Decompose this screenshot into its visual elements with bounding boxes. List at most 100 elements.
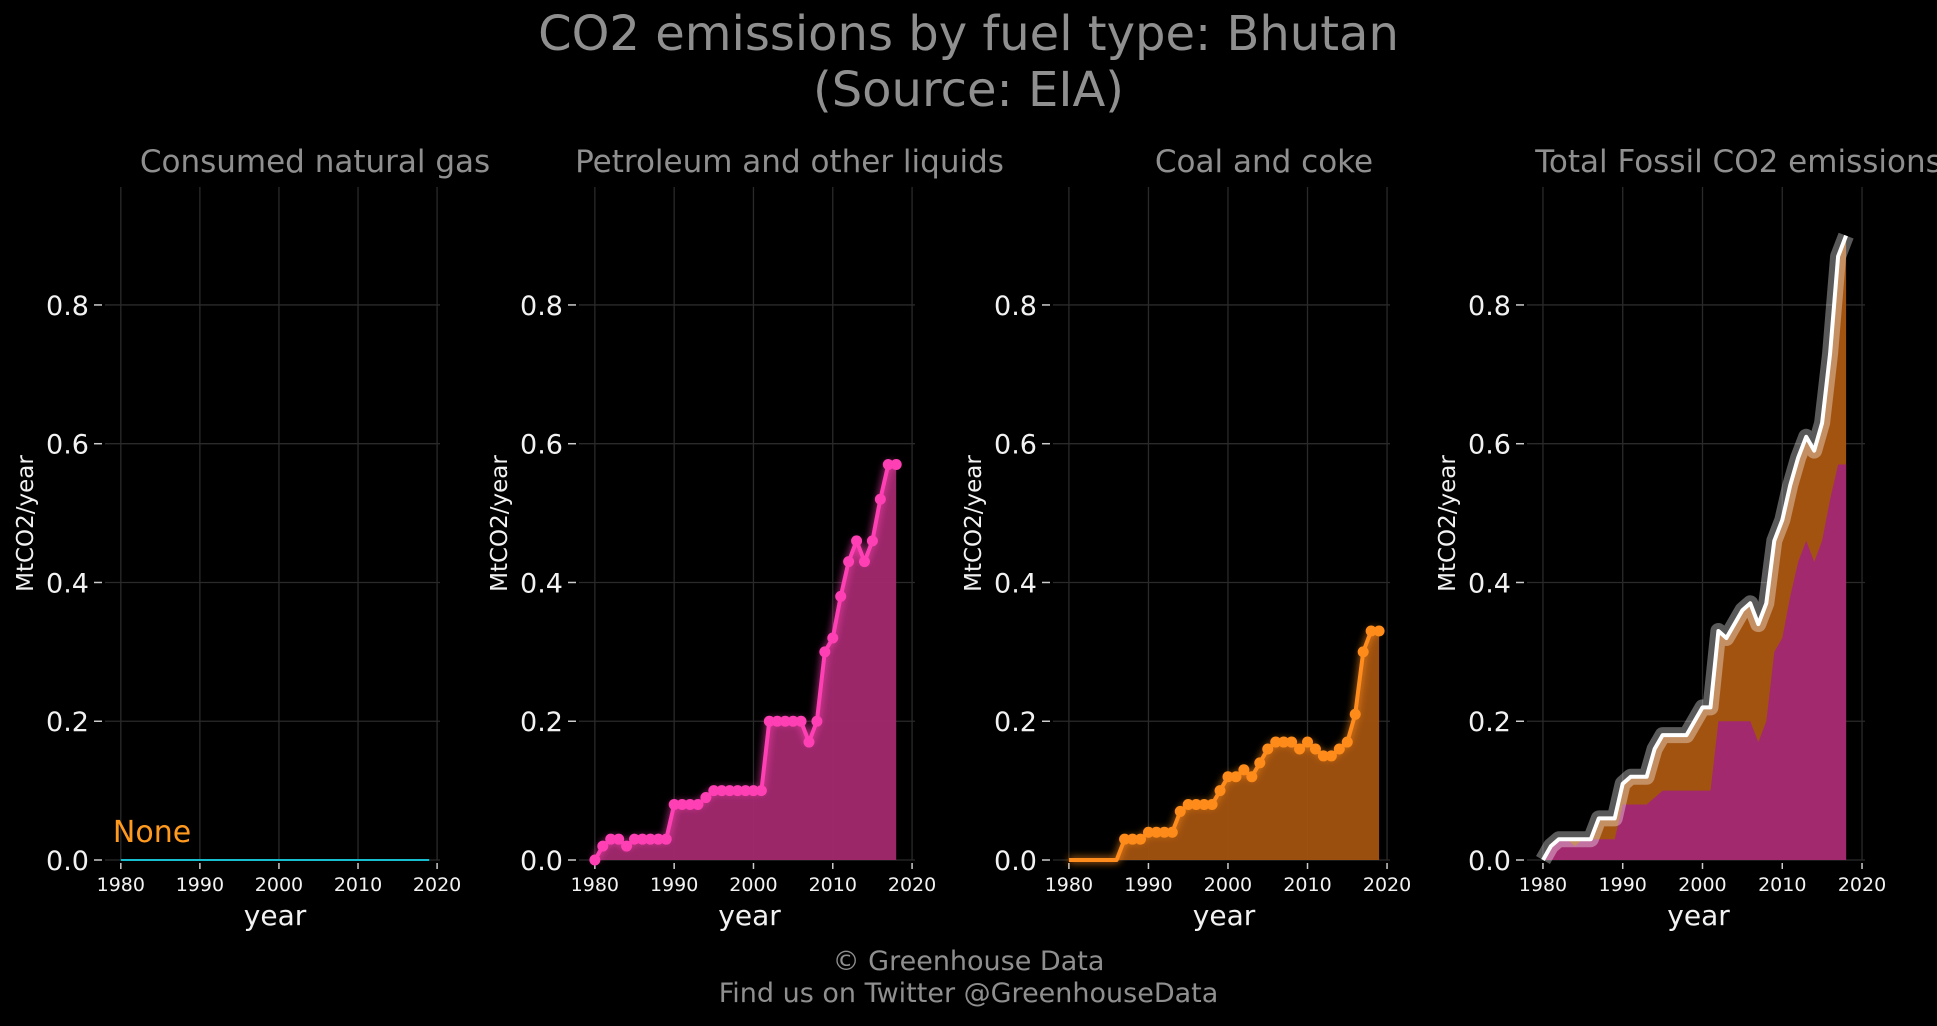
chart-panel-4: Total Fossil CO2 emissions 0.0 0.2 0.4 0.6 0.…	[1435, 144, 1937, 932]
y-tick-label: 0.4	[46, 568, 89, 599]
data-point	[1166, 826, 1178, 838]
panel-title: Coal and coke	[1155, 144, 1373, 180]
x-tick-label: 2020	[1363, 874, 1411, 896]
y-tick-label: 0.0	[994, 846, 1037, 877]
data-point	[771, 715, 783, 727]
data-point	[1317, 750, 1329, 762]
data-point	[827, 632, 839, 644]
data-point	[1294, 743, 1306, 755]
x-tick-label: 2000	[255, 874, 303, 896]
y-tick-label: 0.0	[46, 846, 89, 877]
data-point	[1142, 826, 1154, 838]
total-area-petroleum	[1543, 464, 1847, 860]
chart-panel-3: Coal and coke 0.0 0.2 0.4 0.6 0.8 1980 1990 2000…	[961, 144, 1411, 932]
data-point	[747, 785, 759, 797]
y-axis-label: MtCO2/year	[487, 455, 513, 592]
data-point	[843, 556, 855, 568]
x-tick-label: 1980	[1519, 874, 1567, 896]
x-tick-label: 1980	[571, 874, 619, 896]
y-tick-label: 0.8	[1468, 291, 1511, 322]
y-axis-label: MtCO2/year	[961, 455, 987, 592]
data-point	[1190, 798, 1202, 810]
data-point	[1119, 833, 1131, 845]
series-area	[1068, 631, 1380, 860]
none-annotation: None	[113, 815, 191, 850]
data-point	[1182, 798, 1194, 810]
footer-twitter: Find us on Twitter @GreenhouseData	[718, 978, 1219, 1009]
x-tick-label: 1980	[1045, 874, 1093, 896]
data-point	[866, 535, 878, 547]
data-point	[740, 785, 752, 797]
data-point	[652, 833, 664, 845]
x-tick-label: 2010	[809, 874, 857, 896]
data-point	[1158, 826, 1170, 838]
data-point	[1254, 757, 1266, 769]
data-point	[597, 840, 609, 852]
data-point	[1309, 743, 1321, 755]
data-point	[676, 798, 688, 810]
x-tick-label: 1990	[1124, 874, 1172, 896]
data-point	[660, 833, 672, 845]
data-point	[1150, 826, 1162, 838]
data-point	[1349, 708, 1361, 720]
y-tick-label: 0.6	[1468, 430, 1511, 461]
x-tick-label: 1990	[176, 874, 224, 896]
y-tick-label: 0.8	[520, 291, 563, 322]
x-tick-label: 1980	[97, 874, 145, 896]
y-tick-label: 0.6	[46, 430, 89, 461]
data-point	[811, 715, 823, 727]
total-line	[1541, 234, 1848, 861]
x-tick-label: 2000	[1204, 874, 1252, 896]
data-point	[819, 646, 831, 658]
y-tick-label: 0.4	[994, 568, 1037, 599]
data-point	[1222, 771, 1234, 783]
y-tick-label: 0.6	[520, 430, 563, 461]
data-point	[1127, 833, 1139, 845]
chart-panel-1: Consumed natural gas 0.0 0.2 0.4 0.6 0.8 1980 1…	[13, 144, 490, 932]
data-point	[1134, 833, 1146, 845]
data-point	[858, 556, 870, 568]
data-point	[1341, 736, 1353, 748]
x-tick-label: 2020	[888, 874, 936, 896]
series-area	[594, 464, 897, 860]
y-axis-label: MtCO2/year	[1435, 455, 1461, 592]
y-tick-label: 0.4	[1468, 568, 1511, 599]
data-point	[708, 785, 720, 797]
data-point	[851, 535, 863, 547]
data-point	[874, 493, 886, 505]
y-tick-label: 0.2	[46, 707, 89, 738]
y-tick-label: 0.8	[994, 291, 1037, 322]
data-point	[700, 792, 712, 804]
x-axis-label: year	[718, 899, 781, 932]
data-point	[755, 785, 767, 797]
x-tick-label: 1990	[650, 874, 698, 896]
data-point	[1357, 646, 1369, 658]
data-point	[668, 798, 680, 810]
y-tick-label: 0.4	[520, 568, 563, 599]
data-point	[716, 785, 728, 797]
data-point	[684, 798, 696, 810]
data-point	[1302, 736, 1314, 748]
data-point	[692, 798, 704, 810]
title-line-1: CO2 emissions by fuel type: Bhutan	[538, 6, 1399, 62]
panel-title: Consumed natural gas	[140, 144, 490, 180]
panel-title: Petroleum and other liquids	[575, 144, 1004, 180]
x-axis-label: year	[244, 899, 307, 932]
data-point	[1373, 625, 1385, 637]
data-point	[636, 833, 648, 845]
data-point	[1333, 743, 1345, 755]
data-point	[1262, 743, 1274, 755]
data-point	[1286, 736, 1298, 748]
data-point	[1230, 771, 1242, 783]
data-point	[1325, 750, 1337, 762]
x-axis-label: year	[1667, 899, 1730, 932]
y-tick-label: 0.2	[994, 707, 1037, 738]
y-tick-label: 0.2	[520, 707, 563, 738]
data-point	[724, 785, 736, 797]
x-tick-label: 2010	[334, 874, 382, 896]
data-point	[1270, 736, 1282, 748]
data-point	[890, 459, 902, 471]
data-point	[1365, 625, 1377, 637]
x-tick-label: 2010	[1283, 874, 1331, 896]
